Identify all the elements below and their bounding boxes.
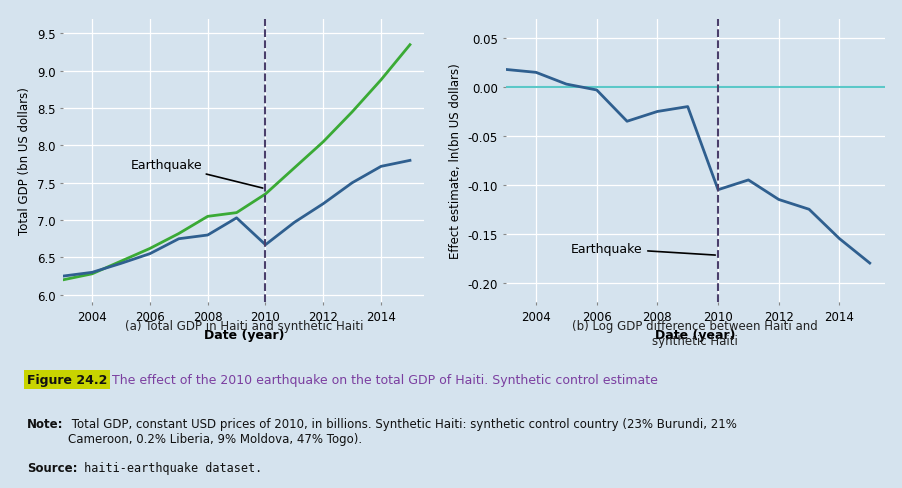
X-axis label: Date (year): Date (year) (654, 329, 735, 342)
Y-axis label: Effect estimate, ln(bn US dollars): Effect estimate, ln(bn US dollars) (448, 63, 462, 259)
Text: haiti-earthquake dataset.: haiti-earthquake dataset. (77, 461, 262, 474)
X-axis label: Date (year): Date (year) (203, 329, 284, 342)
Text: Source:: Source: (27, 461, 78, 474)
Text: (a) Total GDP in Haiti and synthetic Haiti: (a) Total GDP in Haiti and synthetic Hai… (124, 320, 363, 333)
Y-axis label: Total GDP (bn US dollars): Total GDP (bn US dollars) (18, 87, 32, 235)
Text: Earthquake: Earthquake (570, 243, 714, 256)
Text: Earthquake: Earthquake (130, 158, 262, 189)
Text: Figure 24.2: Figure 24.2 (27, 373, 107, 386)
Text: Total GDP, constant USD prices of 2010, in billions. Synthetic Haiti: synthetic : Total GDP, constant USD prices of 2010, … (68, 417, 736, 445)
Text: The effect of the 2010 earthquake on the total GDP of Haiti. Synthetic control e: The effect of the 2010 earthquake on the… (104, 373, 657, 386)
Text: Note:: Note: (27, 417, 63, 430)
Text: (b) Log GDP difference between Haiti and
synthetic Haiti: (b) Log GDP difference between Haiti and… (572, 320, 817, 347)
